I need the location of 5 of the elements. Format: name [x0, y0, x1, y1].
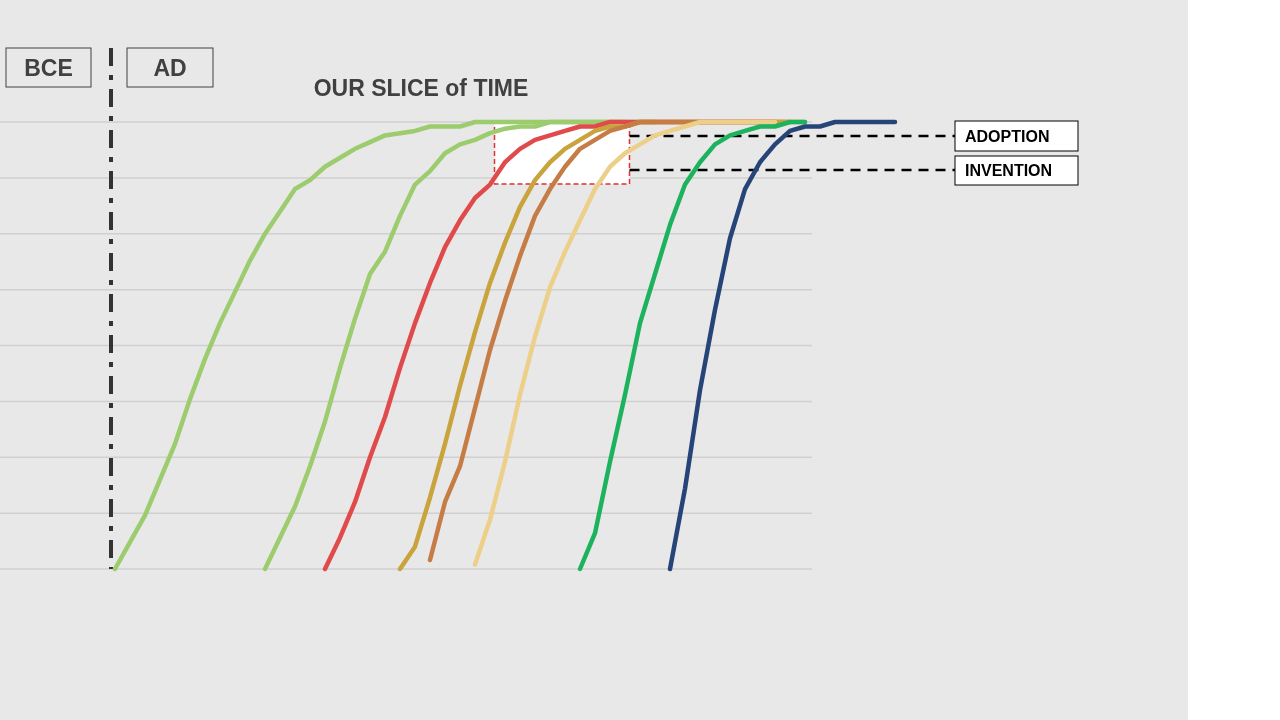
- chart-title: OUR SLICE of TIME: [313, 75, 529, 101]
- text: INVENTION: [965, 162, 1053, 180]
- text: BCE: [24, 54, 73, 81]
- text: AD: [153, 54, 187, 81]
- text: ADOPTION: [965, 127, 1050, 145]
